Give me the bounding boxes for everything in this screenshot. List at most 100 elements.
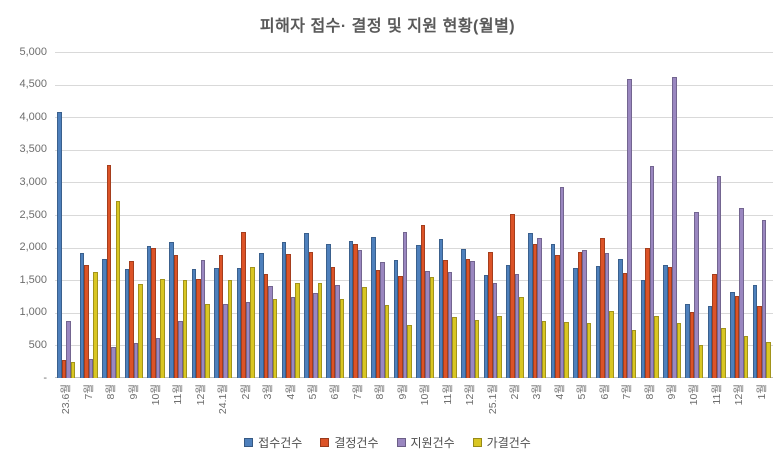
bar-group: [706, 52, 728, 378]
bar-group: [257, 52, 279, 378]
bar: [766, 342, 771, 378]
bar: [196, 278, 201, 378]
y-axis-tick-label: 4,500: [19, 78, 47, 91]
legend-label: 결정건수: [334, 436, 379, 450]
bar: [281, 242, 287, 378]
bar: [730, 291, 735, 378]
bar: [645, 248, 650, 378]
x-axis-tick-label: 11월: [172, 384, 185, 405]
bar: [223, 303, 228, 378]
bar: [380, 261, 385, 378]
x-axis-tick-label: 6월: [329, 384, 342, 400]
bar: [640, 280, 646, 378]
bar: [429, 276, 435, 378]
bar: [461, 248, 466, 378]
x-axis-tick-label: 5월: [307, 384, 320, 400]
legend-item: 지원건수: [396, 434, 455, 451]
bar: [88, 359, 94, 378]
x-axis-tick-label: 7월: [351, 384, 364, 400]
bar: [649, 166, 655, 378]
bar: [111, 346, 116, 378]
gridline: [55, 149, 773, 151]
x-axis-tick-label: 23.6월: [60, 384, 73, 415]
y-axis-tick-label: 500: [28, 338, 47, 351]
bar-group: [571, 52, 593, 378]
bar: [618, 258, 623, 378]
bar-group: [212, 52, 234, 378]
x-axis-tick-label: 3월: [531, 384, 544, 400]
bar: [398, 276, 403, 378]
bar: [497, 316, 502, 378]
bar: [317, 283, 323, 378]
y-axis-tick-label: 5,000: [19, 45, 47, 58]
bar-group: [145, 52, 167, 378]
bar-group: [55, 52, 77, 378]
bar: [452, 317, 457, 378]
bar: [290, 297, 296, 378]
x-axis-tick-label: 8월: [374, 384, 387, 400]
gridline: [55, 84, 773, 86]
bar: [205, 304, 210, 378]
bar: [438, 239, 444, 378]
x-axis-tick-label: 11월: [710, 384, 723, 405]
bar: [559, 186, 565, 378]
x-axis-tick-label: 1월: [755, 384, 768, 400]
x-axis-tick-label: 7월: [82, 384, 95, 400]
bar: [182, 279, 188, 378]
x-axis-tick-label: 7월: [621, 384, 634, 400]
x-axis-tick-label: 2월: [508, 384, 521, 400]
bar: [712, 273, 717, 378]
bar: [604, 252, 610, 378]
x-axis-line: [55, 377, 773, 378]
x-axis-tick-label: 12월: [464, 384, 477, 406]
bar: [752, 285, 758, 378]
bar: [707, 306, 713, 378]
y-axis-tick-label: -: [43, 371, 47, 384]
bar: [694, 212, 699, 378]
x-axis-tick-label: 12월: [733, 384, 746, 406]
bar: [272, 299, 278, 378]
bar: [622, 273, 628, 378]
bar: [245, 302, 251, 378]
bar-group: [683, 52, 705, 378]
x-axis-tick-label: 9월: [666, 384, 679, 400]
bar: [263, 274, 269, 378]
plot-area: [55, 52, 773, 378]
x-axis-tick-label: 8월: [643, 384, 656, 400]
bar-group: [235, 52, 257, 378]
bar: [393, 260, 399, 378]
bar: [447, 272, 453, 378]
bar: [191, 269, 197, 378]
x-axis-tick-label: 4월: [553, 384, 566, 400]
x-axis-tick-label: 11월: [441, 384, 454, 405]
legend-item: 접수건수: [244, 434, 302, 451]
bar-group: [100, 52, 122, 378]
legend-label: 지원건수: [410, 436, 455, 450]
bar-group: [549, 52, 571, 378]
bar: [200, 260, 206, 378]
gridline: [55, 312, 773, 314]
bar: [672, 76, 677, 378]
legend-item: 가결건수: [472, 434, 531, 451]
y-axis-tick-label: 3,000: [19, 175, 47, 188]
gridline: [55, 182, 773, 184]
bar: [470, 260, 475, 378]
bar-group: [167, 52, 189, 378]
x-axis-tick-label: 5월: [576, 384, 589, 400]
bar: [550, 243, 556, 378]
bar: [106, 164, 112, 378]
bar-group: [459, 52, 481, 378]
bar: [577, 252, 583, 378]
bar: [510, 214, 515, 378]
bar: [582, 250, 587, 378]
bar: [169, 241, 174, 378]
bar: [631, 330, 637, 378]
bar-group: [302, 52, 324, 378]
x-axis-tick-label: 3월: [262, 384, 275, 400]
bar-group: [369, 52, 391, 378]
bar: [250, 267, 255, 378]
x-axis-tick-label: 9월: [396, 384, 409, 400]
bar: [339, 299, 345, 378]
x-axis-tick-label: 8월: [105, 384, 118, 400]
